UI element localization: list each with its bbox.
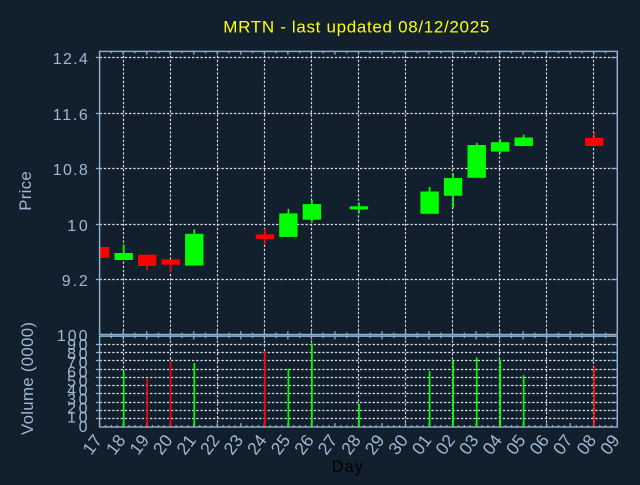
svg-text:12.4: 12.4 — [53, 51, 88, 68]
svg-text:MRTN - last updated 08/12/2025: MRTN - last updated 08/12/2025 — [223, 18, 489, 37]
svg-text:100: 100 — [57, 328, 88, 345]
svg-text:11.6: 11.6 — [53, 107, 88, 124]
svg-text:0: 0 — [79, 419, 88, 436]
svg-text:Day: Day — [332, 458, 364, 476]
svg-text:9.2: 9.2 — [62, 273, 88, 290]
svg-text:10.8: 10.8 — [53, 162, 88, 179]
svg-text:Price: Price — [16, 171, 35, 211]
svg-text:Volume (0000): Volume (0000) — [18, 322, 37, 435]
